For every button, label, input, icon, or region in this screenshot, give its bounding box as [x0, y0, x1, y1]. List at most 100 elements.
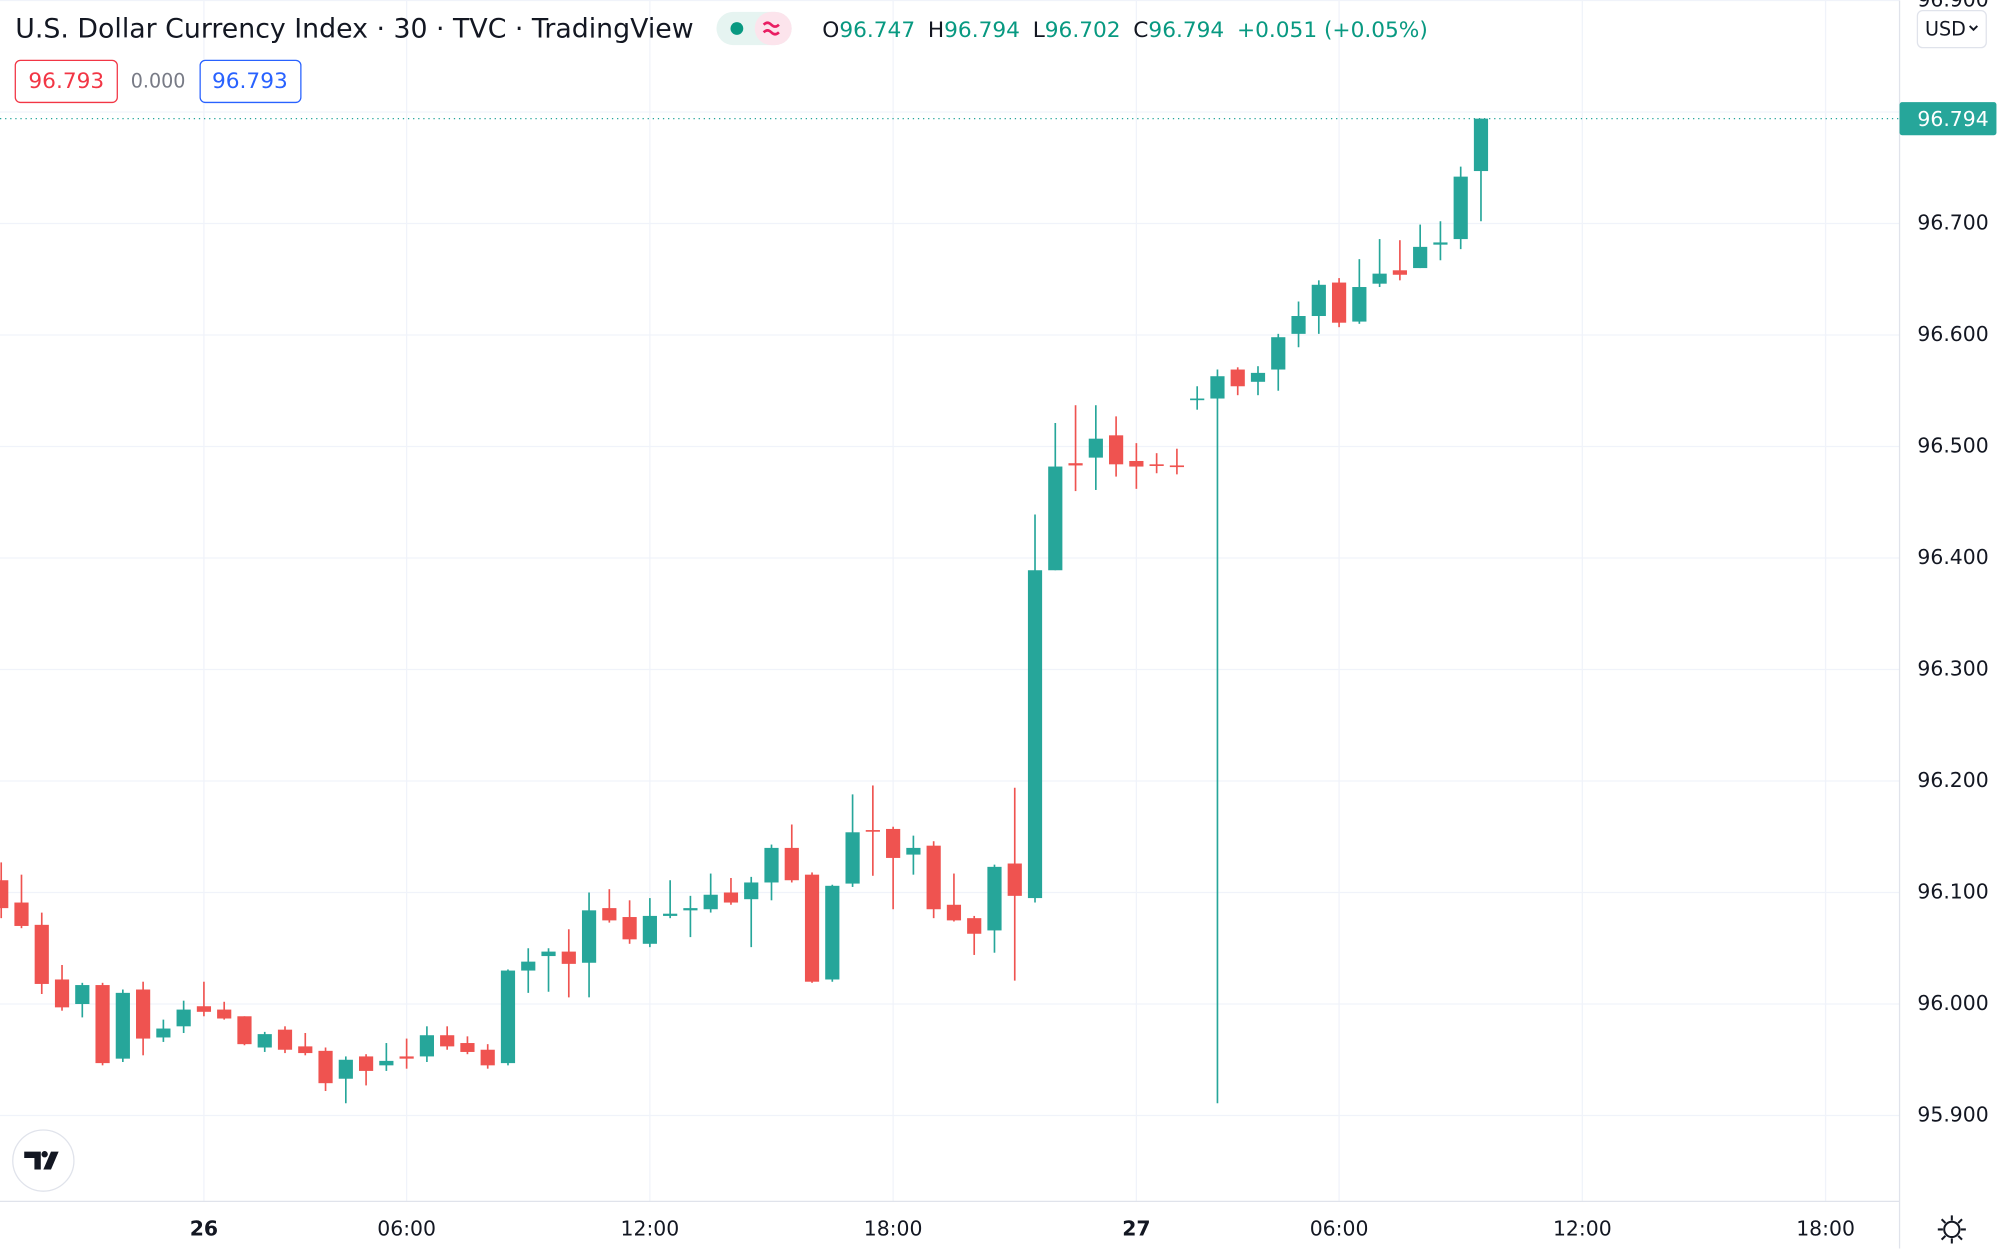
- candles: [0, 118, 1900, 1104]
- candle-body: [1230, 369, 1245, 387]
- candle-body: [440, 1035, 455, 1047]
- candle-body: [480, 1049, 495, 1066]
- ask-box[interactable]: [199, 59, 302, 104]
- status-pill-right: [754, 11, 792, 46]
- candle-body: [581, 910, 597, 963]
- gear-ring: [1943, 1220, 1961, 1239]
- x-tick-label: 12:00: [1553, 1216, 1612, 1240]
- candle-body: [1250, 372, 1266, 382]
- bid-box[interactable]: [14, 59, 118, 104]
- candle-body: [0, 880, 9, 909]
- candle-body: [602, 908, 617, 921]
- candle-body: [804, 874, 820, 982]
- candle-body: [784, 847, 799, 881]
- candle-body: [1169, 465, 1185, 468]
- ohlc-key: L: [1033, 18, 1045, 43]
- candle-body: [1048, 466, 1063, 571]
- candle-body: [1413, 246, 1428, 269]
- last-price-label: 96.794: [1917, 107, 1988, 131]
- x-tick-label: 18:00: [1796, 1216, 1855, 1240]
- candle-body: [298, 1046, 313, 1054]
- candle-body: [1433, 242, 1448, 245]
- ohlc-value: 96.794: [1148, 18, 1224, 43]
- candle-body: [419, 1035, 434, 1057]
- currency-label: USD: [1925, 17, 1966, 40]
- candle-body: [34, 924, 49, 984]
- y-tick-label: 96.700: [1917, 210, 1988, 234]
- bid-price: 96.793: [28, 69, 104, 94]
- candle-body: [825, 885, 840, 980]
- ohlc-value: 96.702: [1045, 18, 1121, 43]
- candle-body: [1027, 570, 1043, 899]
- ohlc-key: C: [1133, 18, 1148, 43]
- candle-body: [257, 1034, 272, 1048]
- candle-body: [906, 847, 921, 855]
- y-tick-label: 96.400: [1917, 545, 1988, 569]
- candle-body: [115, 992, 130, 1059]
- candle-body: [54, 979, 70, 1008]
- y-tick-label: 96.200: [1917, 768, 1988, 792]
- candle-body: [196, 1006, 212, 1012]
- candle-body: [1190, 398, 1205, 401]
- logo-circle[interactable]: [12, 1129, 75, 1192]
- y-tick-label: 96.000: [1917, 991, 1988, 1015]
- candle-body: [1392, 270, 1407, 275]
- currency-button[interactable]: [1916, 10, 1987, 49]
- candle-body: [764, 847, 779, 883]
- y-tick-label: 95.900: [1917, 1103, 1988, 1127]
- candle-body: [541, 951, 556, 957]
- ohlc-legend: O96.747 H96.794 L96.702 C96.794 +0.051 (+0.0…: [822, 18, 1428, 43]
- ohlc-value: 96.747: [839, 18, 915, 43]
- candle-body: [358, 1056, 374, 1071]
- candle-body: [237, 1016, 252, 1045]
- x-tick-label: 12:00: [621, 1216, 680, 1240]
- candle-body: [1271, 337, 1286, 370]
- candle-body: [1352, 287, 1367, 322]
- x-tick-label: 27: [1122, 1216, 1150, 1240]
- candle-body: [1149, 464, 1164, 466]
- candle-body: [946, 904, 962, 921]
- candle-body: [136, 989, 151, 1039]
- candle-body: [1129, 460, 1144, 467]
- candle-body: [744, 882, 759, 900]
- candle-body: [723, 892, 739, 903]
- candle-body: [663, 913, 678, 916]
- candle-body: [14, 902, 29, 926]
- candle-body: [217, 1009, 232, 1019]
- candle-body: [318, 1050, 333, 1084]
- ohlc-change: +0.051 (+0.05%): [1237, 18, 1428, 43]
- candle-body: [1331, 282, 1347, 323]
- currency-chevron: [1969, 25, 1979, 32]
- y-tick-label: 96.900: [1917, 0, 1988, 11]
- candle-body: [399, 1056, 414, 1059]
- candle-body: [642, 915, 657, 944]
- candle-body: [1007, 863, 1022, 896]
- x-tick-label: 18:00: [864, 1216, 923, 1240]
- ohlc-key: H: [928, 18, 944, 43]
- candle-body: [1109, 435, 1124, 465]
- last-price-badge: [1899, 102, 1997, 136]
- candle-body: [845, 832, 860, 884]
- candle-body: [987, 866, 1002, 931]
- candle-body: [95, 985, 110, 1064]
- candle-body: [176, 1009, 191, 1027]
- candle-body: [1068, 463, 1083, 466]
- spread: 0.000: [131, 70, 186, 93]
- candle-body: [156, 1028, 171, 1038]
- market-open-dot: [730, 22, 744, 35]
- candle-body: [886, 828, 901, 858]
- ask-price: 96.793: [212, 69, 288, 94]
- symbol-title[interactable]: U.S. Dollar Currency Index · 30 · TVC · …: [15, 13, 693, 44]
- y-tick-label: 96.600: [1917, 322, 1988, 346]
- x-tick-label: 06:00: [1310, 1216, 1369, 1240]
- y-tick-label: 96.500: [1917, 433, 1988, 457]
- delayed-icon: [762, 21, 780, 36]
- candle-body: [500, 970, 516, 1064]
- candle-body: [75, 985, 90, 1005]
- candle-body: [967, 918, 982, 934]
- x-tick-label: 26: [190, 1216, 218, 1240]
- settings-icon[interactable]: [1937, 1215, 1966, 1244]
- candle-body: [1453, 176, 1468, 240]
